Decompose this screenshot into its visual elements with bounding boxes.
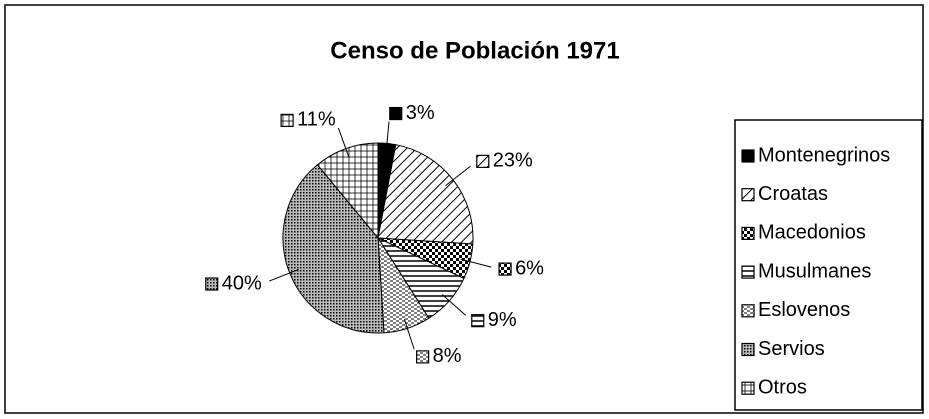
legend-label: Macedonios [758,222,866,244]
data-label: 6% [515,257,544,279]
chart-border [4,4,924,414]
legend-label: Croatas [758,183,828,205]
label-swatch [280,113,294,127]
leader-line [337,127,350,158]
leader-line [460,258,492,268]
data-label: 3% [406,102,435,124]
label-swatch [476,154,490,168]
legend-swatch [741,226,755,240]
chart-title: Censo de Población 1971 [330,37,619,64]
leader-line [385,121,390,153]
legend-label: Servios [758,338,825,360]
legend-swatch [741,188,755,202]
legend-label: Otros [758,376,807,398]
legend-swatch [741,381,755,395]
data-label: 8% [433,345,462,367]
legend-label: Eslovenos [758,299,850,321]
label-swatch [205,277,219,291]
legend-swatch [741,304,755,318]
leader-line [441,294,467,316]
label-swatch [416,350,430,364]
legend-swatch [741,265,755,279]
legend-swatch [741,149,755,163]
legend-label: Montenegrinos [758,144,890,166]
label-swatch [471,314,485,328]
data-label: 40% [222,272,262,294]
leader-line [403,319,415,350]
data-label: 9% [488,309,517,331]
label-swatch [498,262,512,276]
leader-line [269,269,299,282]
leader-line [445,165,471,186]
data-label: 23% [493,150,533,172]
legend-label: Musulmanes [758,260,871,282]
data-label: 11% [297,109,336,131]
legend-box [734,119,923,411]
label-swatch [389,106,403,121]
legend-swatch [741,342,755,357]
